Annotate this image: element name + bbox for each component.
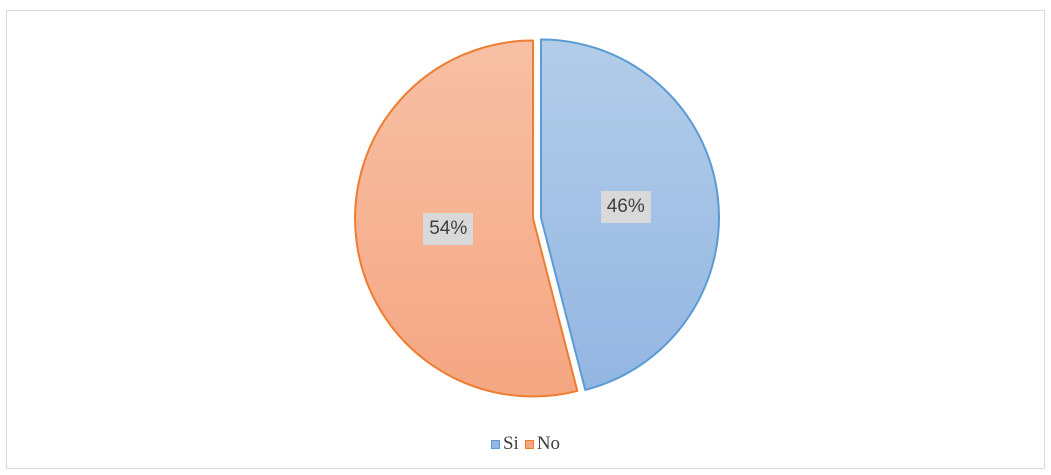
data-label-no: 54%	[423, 213, 474, 246]
legend-swatch-si	[490, 439, 500, 449]
legend-label-no: No	[536, 433, 561, 454]
legend-item-si: Si	[490, 433, 519, 455]
pie-slices	[354, 38, 720, 398]
legend-label-si: Si	[502, 433, 519, 454]
legend: Si No	[7, 433, 1044, 455]
data-label-si: 46%	[600, 190, 651, 223]
chart-area: 46% 54% Si No	[6, 10, 1045, 469]
legend-swatch-no	[524, 439, 534, 449]
legend-item-no: No	[524, 433, 561, 455]
pie-chart	[354, 38, 720, 398]
